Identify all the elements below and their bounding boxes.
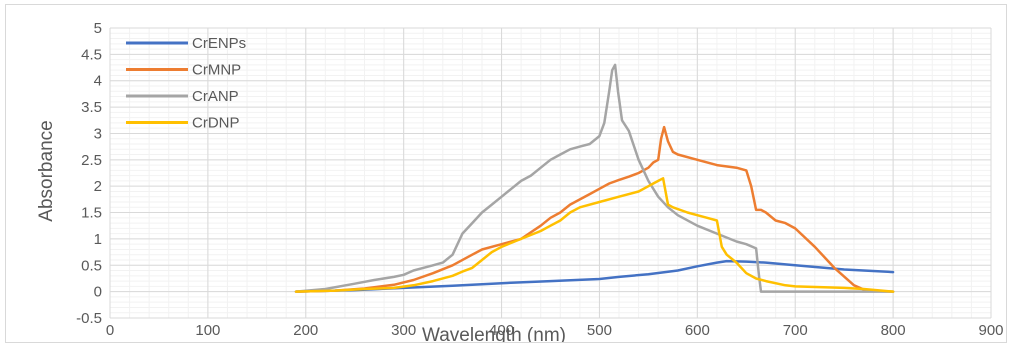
y-tick-label: 2.5 — [81, 152, 102, 169]
x-tick-label: 800 — [881, 322, 906, 339]
x-axis-title: Wavelength (nm) — [422, 325, 566, 342]
x-tick-label: 600 — [685, 322, 710, 339]
legend-label-crdnp: CrDNP — [192, 115, 240, 132]
major-gridlines — [109, 27, 992, 319]
legend-label-crenps: CrENPs — [192, 35, 246, 52]
x-tick-label: 100 — [195, 322, 220, 339]
x-tick-label: 300 — [391, 322, 416, 339]
series-line-crenps — [294, 259, 895, 293]
x-tick-label: 500 — [587, 322, 612, 339]
legend: CrENPs CrMNP CrANP CrDNP — [126, 35, 246, 132]
y-tick-label: 5 — [94, 20, 102, 37]
y-tick-label: 4.5 — [81, 46, 102, 63]
x-axis-tick-labels: 0 100 200 300 400 500 600 700 800 900 — [106, 322, 1004, 339]
y-tick-label: 1.5 — [81, 205, 102, 222]
x-tick-label: 200 — [293, 322, 318, 339]
y-axis-tick-labels: -0.5 0 0.5 1 1.5 2 2.5 3 3.5 4 4.5 5 — [76, 20, 102, 327]
y-tick-label: -0.5 — [76, 310, 102, 327]
y-tick-label: 4 — [94, 73, 102, 90]
y-tick-label: 0 — [94, 284, 102, 301]
legend-label-crmnp: CrMNP — [192, 62, 241, 79]
x-tick-label: 400 — [489, 322, 514, 339]
minor-gridlines — [109, 27, 992, 319]
absorbance-chart: 0 100 200 300 400 500 600 700 800 900 -0.500.511.… — [36, 20, 1004, 346]
y-tick-label: 3 — [94, 125, 102, 142]
series-line-cranp — [294, 63, 895, 293]
y-tick-label: 3.5 — [81, 99, 102, 116]
x-tick-label: 700 — [783, 322, 808, 339]
legend-label-cranp: CrANP — [192, 88, 239, 105]
y-axis-title: Absorbance — [36, 120, 57, 221]
x-tick-label: 900 — [978, 322, 1003, 339]
series-lines — [294, 63, 895, 293]
chart-frame: 0 100 200 300 400 500 600 700 800 900 -0.5 0 0.5 1 1.… — [5, 4, 1007, 346]
y-tick-label: 2 — [94, 178, 102, 195]
series-line-crdnp — [294, 177, 895, 293]
x-tick-label: 0 — [106, 322, 114, 339]
y-tick-label: 1 — [94, 231, 102, 248]
y-tick-label: 0.5 — [81, 257, 102, 274]
series-line-crmnp — [294, 125, 895, 293]
